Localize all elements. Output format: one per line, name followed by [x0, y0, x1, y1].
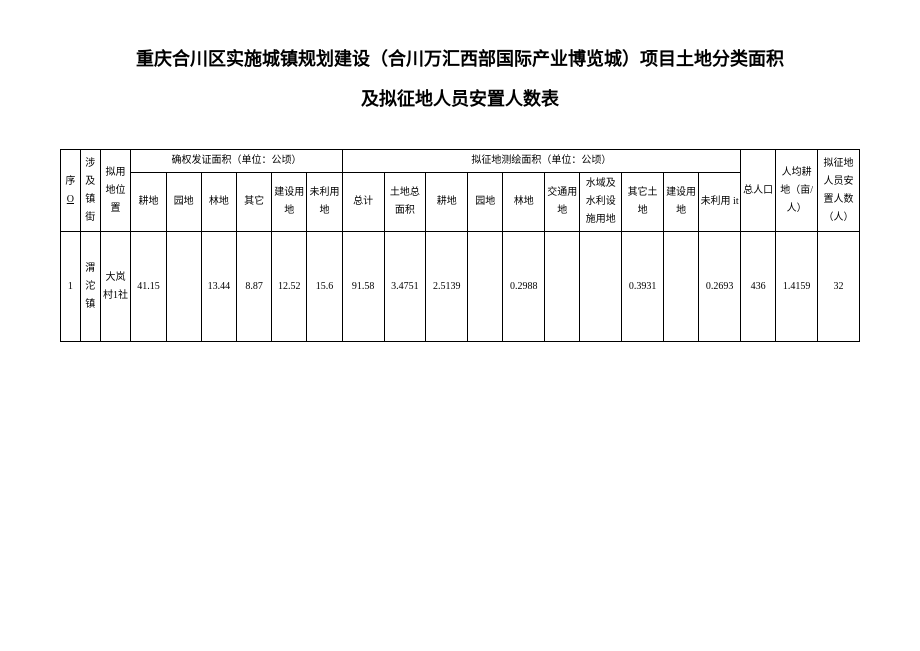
cell-s2-qita: 0.3931 — [622, 232, 664, 342]
th-s2-weili: 未利用 it — [699, 173, 741, 232]
cell-s2-yuandi — [468, 232, 503, 342]
th-zongrenkou: 总人口 — [741, 150, 776, 232]
th-renjun: 人均耕地（亩/人） — [776, 150, 818, 232]
cell-s2-jianshe — [663, 232, 698, 342]
cell-s2-shuiyu — [580, 232, 622, 342]
th-s2-jianshe: 建设用地 — [663, 173, 698, 232]
cell-anzhi: 32 — [818, 232, 860, 342]
table-row: 1 渭沱镇 大岚村1社 41.15 13.44 8.87 12.52 15.6 … — [61, 232, 860, 342]
cell-seq: 1 — [61, 232, 81, 342]
land-area-table: 序 O 涉及镇街 拟用地位置 确权发证面积（单位：公顷） 拟征地测绘面积（单位：… — [60, 149, 860, 342]
th-s1-yuandi: 园地 — [166, 173, 201, 232]
cell-renjun: 1.4159 — [776, 232, 818, 342]
th-section2: 拟征地测绘面积（单位：公顷） — [342, 150, 740, 173]
title-line-2: 及拟征地人员安置人数表 — [60, 80, 860, 120]
header-row-1: 序 O 涉及镇街 拟用地位置 确权发证面积（单位：公顷） 拟征地测绘面积（单位：… — [61, 150, 860, 173]
cell-s2-tudizong: 3.4751 — [384, 232, 426, 342]
th-s2-shuiyu: 水域及水利设施用地 — [580, 173, 622, 232]
th-seq: 序 O — [61, 150, 81, 232]
cell-s1-yuandi — [166, 232, 201, 342]
header-row-2: 耕地 园地 林地 其它 建设用地 未利用地 总计 土地总面积 耕地 园地 林地 … — [61, 173, 860, 232]
th-location: 拟用地位置 — [100, 150, 131, 232]
th-s1-gengdi: 耕地 — [131, 173, 166, 232]
title-block: 重庆合川区实施城镇规划建设（合川万汇西部国际产业博览城）项目土地分类面积 及拟征… — [60, 40, 860, 119]
th-seq-sub: O — [67, 194, 74, 205]
th-s2-gengdi: 耕地 — [426, 173, 468, 232]
th-s2-tudizong: 土地总面积 — [384, 173, 426, 232]
cell-s1-weili: 15.6 — [307, 232, 342, 342]
cell-zongrenkou: 436 — [741, 232, 776, 342]
th-anzhi: 拟征地人员安置人数（人） — [818, 150, 860, 232]
cell-s1-jianshe: 12.52 — [272, 232, 307, 342]
th-s1-lindi: 林地 — [201, 173, 236, 232]
th-s2-zongji: 总计 — [342, 173, 384, 232]
cell-s2-zongji: 91.58 — [342, 232, 384, 342]
cell-s2-gengdi: 2.5139 — [426, 232, 468, 342]
th-seq-text: 序 — [65, 176, 75, 187]
th-s1-jianshe: 建设用地 — [272, 173, 307, 232]
cell-s1-gengdi: 41.15 — [131, 232, 166, 342]
cell-s1-qita: 8.87 — [237, 232, 272, 342]
cell-s2-lindi: 0.2988 — [503, 232, 545, 342]
th-s2-yuandi: 园地 — [468, 173, 503, 232]
cell-s2-weili: 0.2693 — [699, 232, 741, 342]
th-township: 涉及镇街 — [80, 150, 100, 232]
th-s2-lindi: 林地 — [503, 173, 545, 232]
th-s2-jiaotong: 交通用地 — [545, 173, 580, 232]
cell-location: 大岚村1社 — [100, 232, 131, 342]
th-s1-weili: 未利用地 — [307, 173, 342, 232]
th-section1: 确权发证面积（单位：公顷） — [131, 150, 342, 173]
cell-township: 渭沱镇 — [80, 232, 100, 342]
cell-s2-jiaotong — [545, 232, 580, 342]
title-line-1: 重庆合川区实施城镇规划建设（合川万汇西部国际产业博览城）项目土地分类面积 — [60, 40, 860, 80]
cell-s1-lindi: 13.44 — [201, 232, 236, 342]
th-s1-qita: 其它 — [237, 173, 272, 232]
th-s2-qita: 其它土地 — [622, 173, 664, 232]
